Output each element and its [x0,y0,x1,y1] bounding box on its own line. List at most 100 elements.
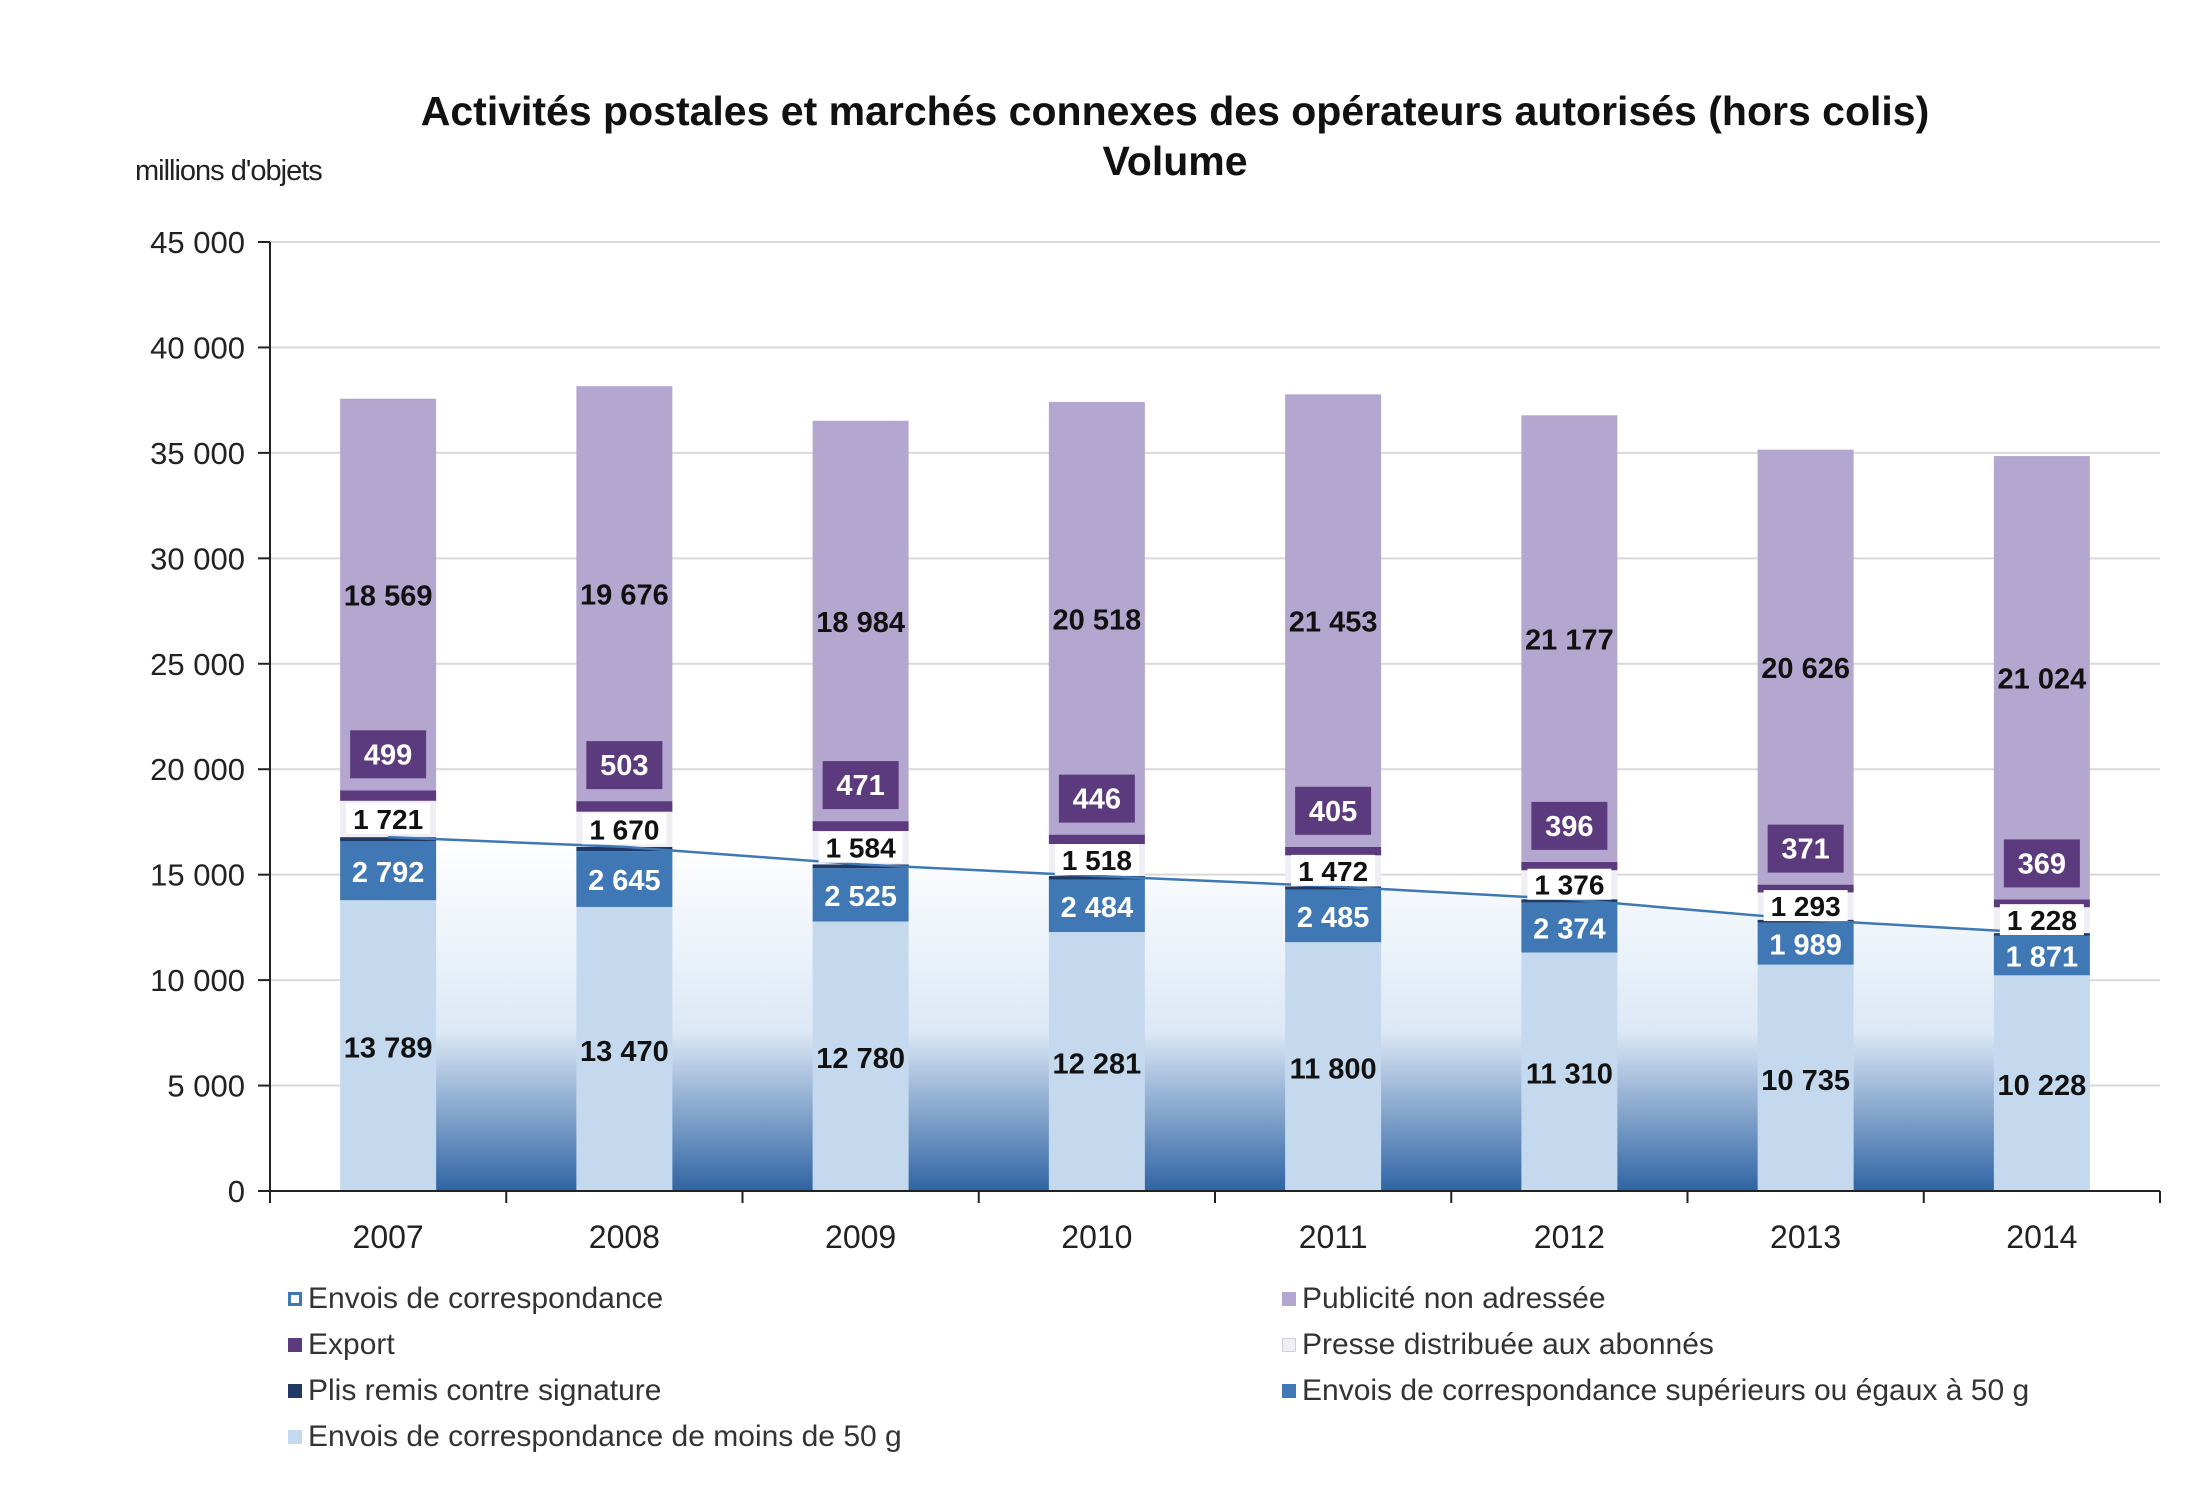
data-label-bg-presse [582,813,667,845]
data-label-export: 499 [364,739,412,771]
bar-lt50-2010 [1048,932,1145,1191]
data-label-pub: 19 676 [580,580,669,612]
legend-item: Envois de correspondance de moins de 50 … [288,1420,902,1454]
bar-lt50-2009 [812,921,909,1191]
data-label-lt50: 11 310 [1526,1059,1613,1091]
data-label-pub: 18 984 [816,607,905,639]
x-tick-label: 2014 [2006,1219,2077,1255]
data-label-presse: 1 721 [353,804,423,835]
data-label-presse: 1 584 [826,833,896,864]
bar-pub-2007 [340,398,437,791]
data-label-presse: 1 518 [1062,845,1132,876]
bar-plis-2007 [340,837,437,842]
data-label-gt50: 2 792 [352,857,425,889]
data-label-gt50: 2 645 [588,865,661,897]
legend-item: Envois de correspondance supérieurs ou é… [1282,1374,2029,1408]
bar-export-2012 [1521,861,1618,871]
data-label-pub: 21 453 [1289,607,1378,639]
correspondance-area [388,837,2042,1191]
bar-export-2008 [576,801,673,812]
bar-export-2010 [1048,834,1145,845]
y-tick-label: 30 000 [150,541,245,576]
bar-plis-2011 [1285,886,1382,890]
data-label-presse: 1 228 [2007,905,2077,936]
bar-export-2013 [1757,884,1854,893]
x-tick-label: 2012 [1534,1219,1605,1255]
data-label-export: 471 [836,770,884,802]
y-tick-label: 0 [228,1174,245,1209]
data-label-export: 369 [2018,848,2066,880]
legend-swatch [1282,1384,1296,1398]
bar-export-2007 [340,790,437,801]
data-label-export: 446 [1073,784,1121,816]
data-label-gt50: 2 374 [1533,913,1606,945]
legend-swatch [288,1338,302,1352]
data-label-presse: 1 670 [589,814,659,845]
legend-item: Plis remis contre signature [288,1374,661,1408]
legend-swatch [288,1430,302,1444]
data-label-lt50: 11 800 [1290,1054,1377,1086]
bar-lt50-2007 [340,900,437,1191]
bar-lt50-2011 [1285,942,1382,1191]
bar-pub-2008 [576,386,673,802]
data-label-export: 405 [1309,796,1357,828]
data-label-lt50: 12 780 [816,1043,905,1075]
data-label-bg-presse [1527,868,1612,900]
data-label-gt50: 2 484 [1061,892,1134,924]
bar-pub-2011 [1285,394,1382,847]
bar-plis-2008 [576,846,673,852]
y-tick-label: 20 000 [150,752,245,787]
chart-title: Activités postales et marchés connexes d… [420,88,1930,134]
data-label-pub: 21 177 [1525,625,1614,657]
legend-item: Presse distribuée aux abonnés [1282,1328,1714,1362]
data-label-export: 503 [600,750,648,782]
bar-gt50-2009 [812,868,909,922]
bar-plis-2012 [1521,899,1618,903]
bar-lt50-2012 [1521,952,1618,1191]
data-label-bg-export [1531,801,1608,850]
data-label-bg-presse [1763,890,1848,922]
data-label-bg-presse [1291,854,1376,886]
legend-label: Plis remis contre signature [308,1374,662,1407]
x-tick-label: 2010 [1061,1219,1132,1255]
bar-gt50-2011 [1285,889,1382,943]
y-tick-label: 45 000 [150,225,245,260]
legend-swatch [288,1384,302,1398]
y-axis-unit-label: millions d'objets [135,155,323,187]
x-tick-label: 2011 [1299,1219,1368,1255]
bar-gt50-2007 [340,841,437,901]
data-label-pub: 18 569 [344,580,433,612]
bar-export-2014 [1993,899,2090,908]
data-label-bg-export [1767,824,1844,873]
legend-label: Export [308,1328,395,1361]
y-tick-label: 15 000 [150,858,245,893]
legend-item: Export [288,1328,395,1362]
y-tick-label: 5 000 [167,1069,245,1104]
x-tick-label: 2007 [353,1219,424,1255]
bar-plis-2010 [1048,876,1145,880]
data-label-bg-presse [346,802,431,834]
data-label-bg-export [586,741,663,790]
bar-export-2009 [812,821,909,832]
bar-gt50-2013 [1757,922,1854,965]
bar-plis-2009 [812,864,909,869]
bar-gt50-2010 [1048,879,1145,933]
data-label-export: 396 [1545,811,1593,843]
data-label-bg-presse [818,831,903,863]
y-tick-label: 40 000 [150,330,245,365]
bar-lt50-2014 [1993,975,2090,1191]
chart-subtitle: Volume [1102,138,1248,184]
y-tick-label: 35 000 [150,436,245,471]
bar-pub-2012 [1521,415,1618,862]
bar-pub-2009 [812,420,909,822]
x-tick-label: 2013 [1770,1219,1841,1255]
legend-swatch [1282,1292,1296,1306]
data-label-bg-export [1058,774,1135,823]
data-label-presse: 1 376 [1534,870,1604,901]
data-label-gt50: 1 871 [2006,942,2079,974]
data-label-bg-presse [1999,904,2084,936]
bar-gt50-2008 [576,851,673,907]
bar-pub-2014 [1993,456,2090,900]
legend-label: Envois de correspondance supérieurs ou é… [1302,1374,2030,1407]
data-label-presse: 1 472 [1298,856,1368,887]
